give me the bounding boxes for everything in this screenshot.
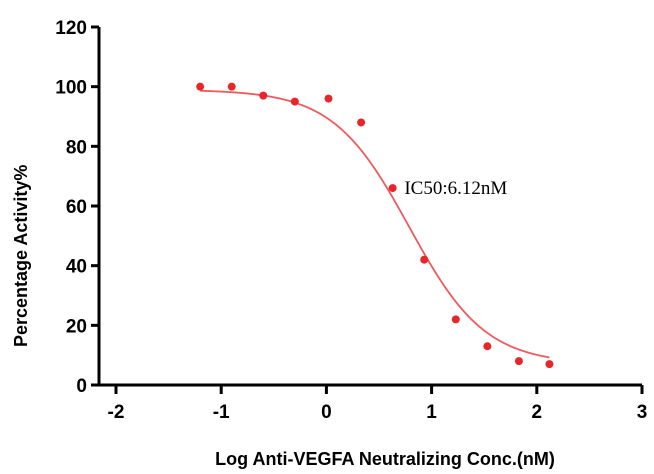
data-points-layer bbox=[196, 82, 554, 369]
data-point bbox=[357, 118, 366, 127]
data-point bbox=[545, 360, 554, 369]
y-tick-label: 80 bbox=[66, 137, 87, 158]
x-ticks: -2 -1 0 1 2 3 bbox=[108, 385, 648, 423]
data-point bbox=[290, 97, 299, 106]
data-point bbox=[388, 184, 397, 193]
ic50-annotation: IC50:6.12nM bbox=[404, 178, 507, 199]
x-tick-label: 2 bbox=[532, 402, 543, 423]
y-tick-label: 100 bbox=[55, 78, 87, 99]
x-axis-title: Log Anti-VEGFA Neutralizing Conc.(nM) bbox=[215, 449, 555, 469]
x-tick-label: 3 bbox=[637, 402, 648, 423]
data-point bbox=[196, 82, 205, 91]
axes bbox=[97, 27, 642, 387]
fit-curve bbox=[200, 89, 550, 359]
x-tick-label: 0 bbox=[321, 402, 332, 423]
y-ticks: 0 20 40 60 80 100 120 bbox=[55, 18, 99, 397]
y-tick-label: 0 bbox=[76, 376, 87, 397]
data-point bbox=[259, 91, 268, 100]
data-point bbox=[324, 94, 333, 103]
data-point bbox=[483, 342, 492, 351]
y-tick-label: 60 bbox=[66, 197, 87, 218]
data-point bbox=[420, 255, 429, 264]
annotations-layer: IC50:6.12nM bbox=[404, 178, 507, 199]
y-tick-label: 20 bbox=[66, 316, 87, 337]
y-axis-title: Percentage Activity% bbox=[11, 165, 31, 347]
fit-curve-layer bbox=[200, 89, 550, 359]
x-tick-label: 1 bbox=[426, 402, 437, 423]
data-point bbox=[451, 315, 460, 324]
data-point bbox=[514, 357, 523, 366]
x-tick-label: -2 bbox=[108, 402, 125, 423]
y-tick-label: 120 bbox=[55, 18, 87, 39]
data-point bbox=[227, 82, 236, 91]
x-tick-label: -1 bbox=[213, 402, 230, 423]
y-tick-label: 40 bbox=[66, 257, 87, 278]
